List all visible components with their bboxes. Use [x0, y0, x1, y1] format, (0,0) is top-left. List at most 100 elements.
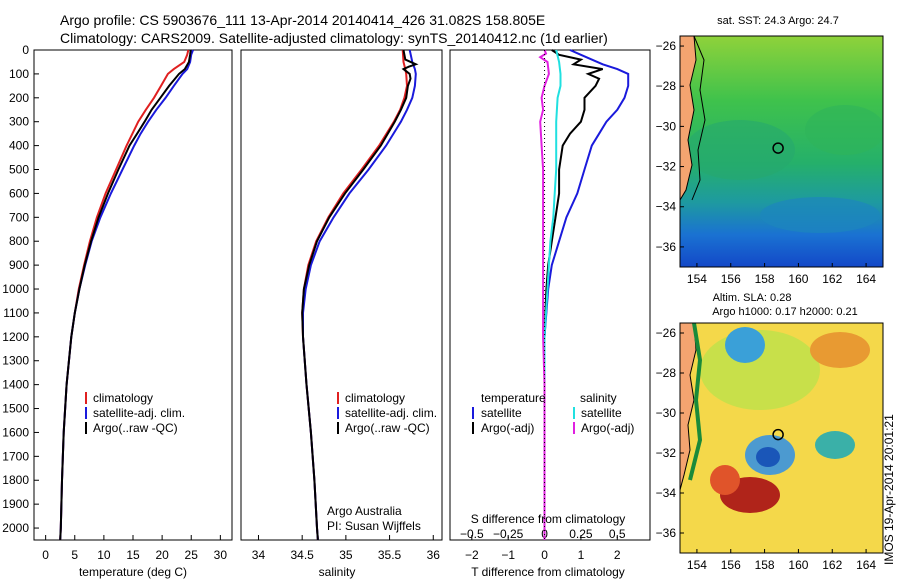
depth-tick-label: 2000	[2, 521, 29, 535]
series-s-argo-adj	[538, 49, 550, 540]
sst-patch	[805, 105, 883, 155]
t-difference-tick-label: −2	[465, 548, 479, 562]
legend-s-argo-label: Argo(-adj)	[581, 421, 634, 435]
depth-tick-label: 1600	[2, 425, 29, 439]
temperature-tick-label: 5	[71, 548, 78, 562]
temperature-tick-label: 30	[214, 548, 228, 562]
depth-tick-label: 1400	[2, 378, 29, 392]
legend-climatology-label: climatology	[345, 391, 405, 405]
sla-warm-patch-2	[710, 465, 740, 495]
map-lat-tick-label: −28	[656, 366, 677, 380]
salinity-tick-label: 36	[427, 548, 441, 562]
sla-shelf	[688, 323, 703, 481]
argo-location-marker	[772, 428, 784, 441]
map-lon-tick-label: 162	[822, 558, 842, 572]
sla-warm-patch-1	[810, 332, 870, 368]
t-difference-tick-label: −1	[501, 548, 515, 562]
sla-cold-eddy-1	[725, 327, 765, 363]
temperature-panel-frame	[33, 49, 233, 541]
temperature-series	[59, 49, 194, 541]
depth-axis: 0 100 200 300 400 500 600 700 800 900 1000 1100 1200…	[2, 43, 39, 535]
salinity-tick-label: 34.5	[290, 548, 314, 562]
sla-map-axes: 154 156 158 160 162 164 −26 −28 −30 −32 −34 −36	[656, 326, 877, 572]
salinity-tick-label: 35.5	[378, 548, 402, 562]
s-difference-tick-label: 0.5	[609, 527, 626, 541]
legend-climatology-label: climatology	[93, 391, 153, 405]
salinity-legend: climatology satellite-adj. clim. Argo(..…	[337, 391, 437, 435]
legend-t-argo-label: Argo(-adj)	[481, 421, 534, 435]
salinity-tick-label: 34	[252, 548, 266, 562]
map-lon-tick-label: 164	[856, 272, 876, 286]
difference-panel-frame	[449, 49, 651, 541]
t-difference-axis-label: T difference from climatology	[471, 565, 625, 579]
legend-temperature-title: temperature	[481, 391, 546, 405]
s-difference-tick-label: −0.25	[493, 527, 524, 541]
temperature-tick-label: 15	[126, 548, 140, 562]
series-climatology	[301, 49, 409, 541]
s-difference-tick-label: 0.25	[569, 527, 593, 541]
map-lon-tick-label: 158	[755, 272, 775, 286]
s-difference-tick-label: −0.5	[460, 527, 484, 541]
sla-map-title-line-1: Altim. SLA: 0.28	[713, 292, 792, 304]
map-lon-tick-label: 154	[687, 272, 707, 286]
temperature-tick-label: 20	[155, 548, 169, 562]
depth-tick-label: 1200	[2, 330, 29, 344]
map-lat-tick-label: −28	[656, 79, 677, 93]
t-difference-tick-label: 2	[614, 548, 621, 562]
map-lon-tick-label: 160	[788, 272, 808, 286]
series-argo-raw-qc	[59, 49, 192, 541]
pi-label: PI: Susan Wijffels	[327, 519, 421, 533]
legend-satellite-label: satellite-adj. clim.	[345, 406, 437, 420]
t-difference-tick-label: 1	[578, 548, 585, 562]
salinity-x-axis: 34 34.5 35 35.5 36	[252, 535, 440, 562]
map-lat-tick-label: −32	[656, 446, 677, 460]
legend-t-satellite-label: satellite	[481, 406, 522, 420]
salinity-panel-frame	[240, 49, 443, 541]
sst-shelf-contour	[691, 36, 706, 201]
map-lat-tick-label: −36	[656, 526, 677, 540]
depth-tick-label: 900	[9, 258, 29, 272]
figure-title-line-2: Climatology: CARS2009. Satellite-adjuste…	[60, 30, 608, 46]
legend-s-satellite-label: satellite	[581, 406, 622, 420]
series-s-satellite	[543, 49, 562, 540]
difference-series	[538, 49, 630, 540]
map-lat-tick-label: −26	[656, 326, 677, 340]
salinity-tick-label: 35	[339, 548, 353, 562]
s-difference-axis-label: S difference from climatology	[471, 512, 626, 526]
salinity-series	[301, 49, 419, 541]
series-climatology	[59, 49, 190, 541]
series-argo-raw-qc	[301, 49, 419, 541]
sla-cold-eddy-core	[756, 447, 780, 467]
sst-cool-band	[760, 197, 880, 233]
map-lat-tick-label: −32	[656, 160, 677, 174]
argo-australia-label: Argo Australia	[327, 504, 402, 518]
depth-tick-label: 200	[9, 91, 29, 105]
difference-legend: temperature satellite Argo(-adj) salinit…	[472, 391, 634, 435]
map-lon-tick-label: 158	[755, 558, 775, 572]
map-lon-tick-label: 160	[788, 558, 808, 572]
legend-argo-label: Argo(..raw -QC)	[93, 421, 178, 435]
sla-map	[680, 323, 883, 553]
depth-tick-label: 1300	[2, 354, 29, 368]
s-difference-x-axis: −0.5−0.2500.250.5	[460, 527, 626, 541]
salinity-axis-label: salinity	[319, 565, 356, 579]
argo-location-marker	[772, 142, 784, 154]
depth-tick-label: 1500	[2, 402, 29, 416]
depth-tick-label: 400	[9, 139, 29, 153]
imos-credit: IMOS 19-Apr-2014 20:01:21	[882, 414, 896, 565]
temperature-axis-label: temperature (deg C)	[79, 565, 187, 579]
temperature-tick-label: 0	[42, 548, 49, 562]
map-lat-tick-label: −30	[656, 119, 677, 133]
map-lat-tick-label: −30	[656, 406, 677, 420]
depth-tick-label: 600	[9, 186, 29, 200]
temperature-tick-label: 25	[185, 548, 199, 562]
legend-argo-label: Argo(..raw -QC)	[345, 421, 430, 435]
temperature-legend: climatology satellite-adj. clim. Argo(..…	[85, 391, 185, 435]
sla-map-title-line-2: Argo h1000: 0.17 h2000: 0.21	[712, 306, 858, 318]
map-lat-tick-label: −26	[656, 39, 677, 53]
figure-title-line-1: Argo profile: CS 5903676_111 13-Apr-2014…	[60, 12, 546, 28]
sst-map-axes: 154 156 158 160 162 164 −26 −28 −30 −32 −34 −36	[656, 39, 877, 286]
depth-tick-label: 300	[9, 115, 29, 129]
depth-tick-label: 1900	[2, 497, 29, 511]
sst-map-title: sat. SST: 24.3 Argo: 24.7	[717, 15, 839, 27]
